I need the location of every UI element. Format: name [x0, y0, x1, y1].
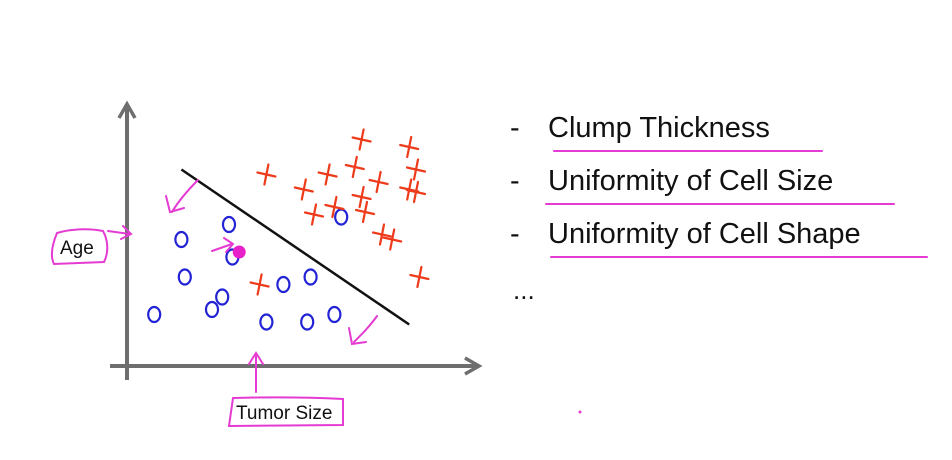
- malignant-point-stroke: [324, 163, 331, 186]
- feature-item: - Uniformity of Cell Shape: [510, 218, 861, 271]
- age-label-box: [50, 228, 109, 266]
- malignant-point-stroke: [361, 200, 369, 224]
- annotation-arrowhead-tumor-size: [248, 351, 264, 365]
- feature-label: Clump Thickness: [548, 112, 770, 144]
- malignant-point-x: [256, 163, 277, 186]
- annotation-arrowhead-upper-left: [165, 195, 185, 214]
- malignant-point-stroke: [375, 170, 382, 194]
- malignant-point-x: [303, 203, 325, 226]
- scatter-marks: [147, 128, 430, 331]
- annotation-arrowhead-age: [120, 225, 133, 240]
- malignant-point-x: [351, 185, 372, 209]
- feature-item: - Uniformity of Cell Size: [510, 165, 861, 218]
- malignant-point-stroke: [300, 178, 307, 201]
- underline-cell-size: [545, 203, 895, 205]
- feature-item: - Clump Thickness: [510, 112, 861, 165]
- malignant-point-x: [371, 223, 393, 246]
- annotation-arrow-age: [107, 230, 131, 235]
- feature-label: Uniformity of Cell Shape: [548, 218, 861, 250]
- malignant-point-stroke: [378, 223, 386, 246]
- malignant-point-stroke: [351, 155, 358, 179]
- underline-cell-shape: [550, 256, 928, 258]
- benign-point-o: [174, 230, 189, 249]
- malignant-point-x: [382, 228, 403, 251]
- benign-point-o: [276, 275, 291, 294]
- benign-point-o: [327, 305, 342, 324]
- axes: [110, 100, 483, 380]
- malignant-point-x: [354, 200, 376, 224]
- malignant-point-x: [405, 158, 427, 181]
- annotation-arrowhead-to-query: [223, 237, 235, 253]
- x-axis-label: Tumor Size: [236, 403, 332, 424]
- bullet-dash: -: [510, 112, 520, 144]
- malignant-point-stroke: [412, 158, 420, 181]
- annotation-arrow-upper-left: [171, 179, 199, 213]
- benign-point-o: [334, 208, 349, 226]
- malignant-point-x: [344, 155, 365, 179]
- annotations: [50, 179, 378, 428]
- malignant-point-stroke: [263, 163, 270, 186]
- malignant-point-x: [368, 170, 389, 194]
- malignant-point-stroke: [331, 195, 338, 219]
- bullet-dash: -: [510, 218, 520, 250]
- benign-point-o: [300, 313, 315, 331]
- malignant-point-stroke: [358, 128, 365, 151]
- y-axis-label: Age: [60, 238, 94, 259]
- underline-clump-thickness: [553, 150, 823, 152]
- bullet-dash: -: [510, 165, 520, 197]
- benign-point-o: [303, 268, 318, 286]
- malignant-point-x: [399, 135, 420, 159]
- benign-point-o: [177, 268, 192, 286]
- malignant-point-stroke: [412, 180, 420, 204]
- ellipsis: ...: [513, 275, 535, 305]
- malignant-point-x: [324, 195, 345, 219]
- malignant-point-stroke: [406, 135, 413, 159]
- malignant-point-stroke: [416, 265, 423, 289]
- benign-point-o: [215, 288, 230, 306]
- annotation-arrowhead-lower-right: [348, 327, 367, 346]
- malignant-point-stroke: [310, 203, 318, 226]
- malignant-point-stroke: [389, 228, 396, 251]
- feature-label: Uniformity of Cell Size: [548, 165, 834, 197]
- decision-boundary-line: [180, 168, 410, 326]
- malignant-point-stroke: [358, 185, 365, 209]
- annotation-arrow-to-query: [211, 243, 233, 252]
- query-point: [232, 245, 246, 259]
- y-axis-arrowhead: [117, 100, 137, 119]
- annotation-arrow-lower-right: [353, 315, 378, 343]
- tumor-size-label-box: [227, 396, 344, 428]
- malignant-point-stroke: [256, 273, 263, 296]
- benign-point-o: [147, 305, 162, 324]
- malignant-point-x: [409, 265, 430, 289]
- feature-list: - Clump Thickness - Uniformity of Cell S…: [510, 112, 861, 271]
- malignant-point-x: [405, 180, 427, 204]
- stray-annotation-dot: [578, 410, 582, 414]
- malignant-point-x: [249, 273, 270, 296]
- benign-point-o: [259, 313, 274, 331]
- x-axis-arrowhead: [464, 356, 483, 376]
- benign-point-o: [221, 215, 237, 234]
- malignant-point-x: [351, 128, 372, 151]
- malignant-point-x: [317, 163, 338, 186]
- benign-point-o: [204, 300, 220, 319]
- malignant-point-x: [293, 178, 314, 201]
